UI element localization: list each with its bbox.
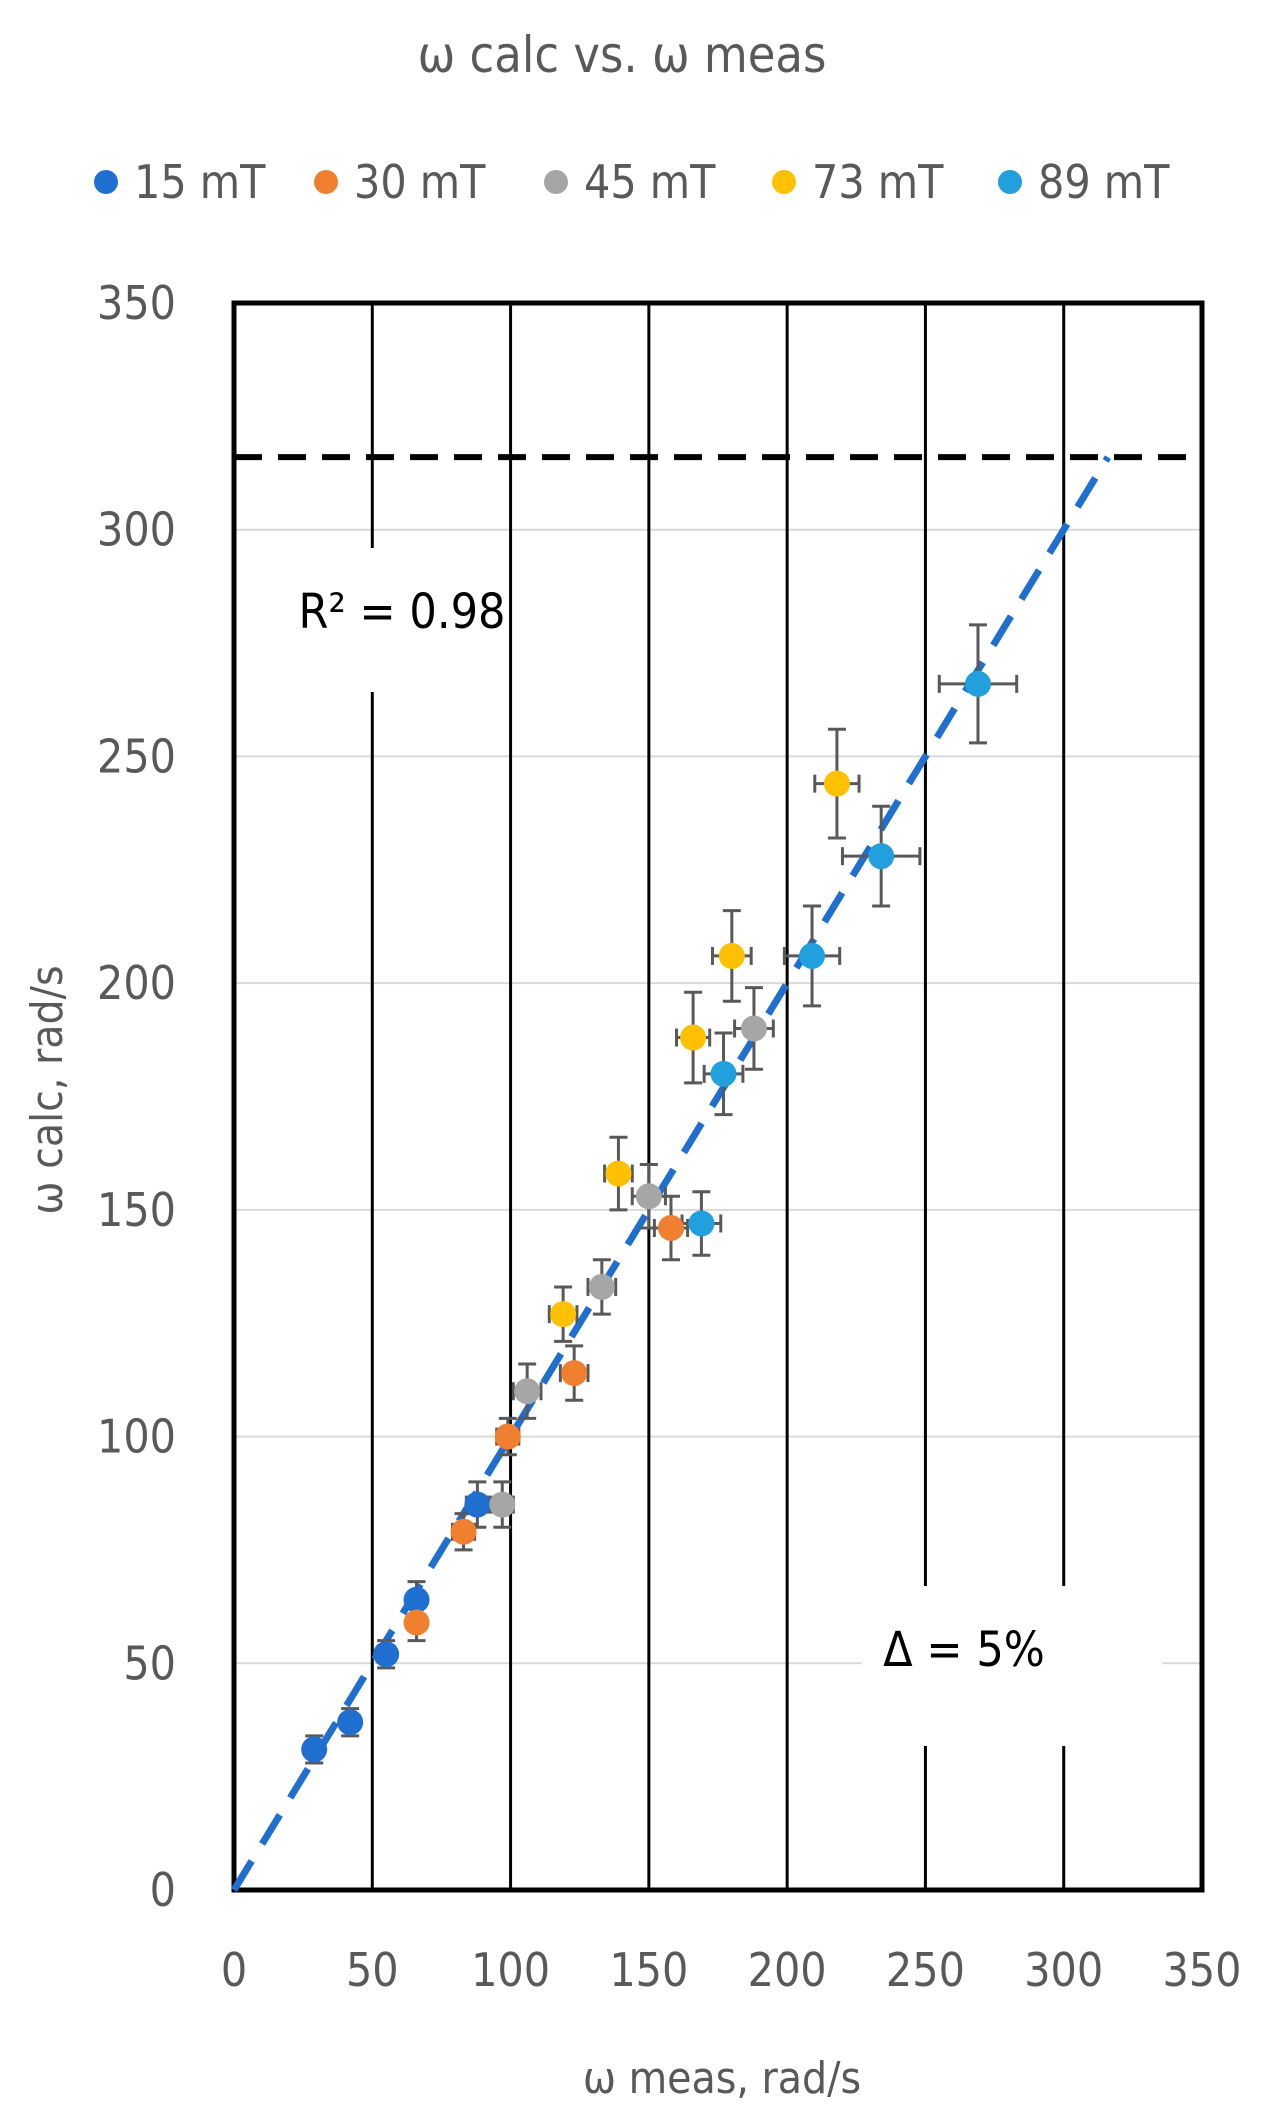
data-point: [657, 1214, 684, 1241]
legend-item: 73 mT: [772, 155, 944, 209]
data-points: [301, 670, 991, 1763]
delta-annotation: Δ = 5%: [883, 1622, 1045, 1678]
data-point: [605, 1160, 632, 1187]
data-point: [561, 1360, 588, 1387]
legend-item: 89 mT: [998, 155, 1170, 209]
x-tick-label: 100: [471, 1943, 550, 1997]
annotation-backgrounds: [298, 548, 1162, 1746]
x-tick-label: 250: [886, 1943, 965, 1997]
y-tick-label: 100: [97, 1410, 176, 1464]
legend-marker: [314, 170, 338, 194]
data-point: [403, 1609, 430, 1636]
x-tick-label: 200: [748, 1943, 827, 1997]
x-tick-label: 0: [221, 1943, 247, 1997]
y-tick-label: 0: [150, 1863, 176, 1917]
data-point: [550, 1301, 577, 1328]
data-point: [680, 1024, 707, 1051]
data-point: [823, 770, 850, 797]
legend-label: 73 mT: [812, 155, 944, 209]
data-point: [588, 1273, 615, 1300]
y-axis-label: ω calc, rad/s: [22, 965, 73, 1214]
legend-marker: [94, 170, 118, 194]
legend-marker: [772, 170, 796, 194]
x-tick-label: 300: [1024, 1943, 1103, 1997]
legend-label: 89 mT: [1038, 155, 1170, 209]
y-tick-label: 150: [97, 1183, 176, 1237]
y-tick-label: 300: [97, 503, 176, 557]
data-point: [964, 670, 991, 697]
legend: 15 mT 30 mT 45 mT 73 mT 89 mT: [94, 155, 1170, 209]
legend-marker: [998, 170, 1022, 194]
x-tick-label: 350: [1163, 1943, 1242, 1997]
data-point: [301, 1736, 328, 1763]
data-point: [373, 1641, 400, 1668]
data-point: [494, 1423, 521, 1450]
legend-label: 15 mT: [134, 155, 266, 209]
data-point: [514, 1378, 541, 1405]
y-tick-label: 50: [123, 1636, 176, 1690]
data-point: [740, 1015, 767, 1042]
data-point: [710, 1060, 737, 1087]
y-tick-labels: 0 50 100 150 200 250 300 350: [97, 276, 176, 1917]
plot-area-frame: [231, 300, 1205, 1893]
data-point: [464, 1491, 491, 1518]
y-tick-label: 350: [97, 276, 176, 330]
legend-item: 45 mT: [544, 155, 716, 209]
data-point: [688, 1210, 715, 1237]
y-tick-label: 200: [97, 956, 176, 1010]
data-point: [403, 1586, 430, 1613]
data-point: [450, 1518, 477, 1545]
delta-box: [862, 1586, 1162, 1746]
data-point: [868, 843, 895, 870]
legend-marker: [544, 170, 568, 194]
legend-label: 45 mT: [584, 155, 716, 209]
x-tick-label: 50: [346, 1943, 399, 1997]
x-tick-label: 150: [609, 1943, 688, 1997]
x-tick-labels: 0 50 100 150 200 250 300 350: [221, 1943, 1242, 1997]
x-axis-label: ω meas, rad/s: [583, 2053, 861, 2104]
legend-label: 30 mT: [354, 155, 486, 209]
legend-item: 15 mT: [94, 155, 266, 209]
y-tick-label: 250: [97, 729, 176, 783]
r-squared-box: [298, 548, 508, 692]
data-point: [635, 1183, 662, 1210]
legend-item: 30 mT: [314, 155, 486, 209]
data-point: [489, 1491, 516, 1518]
data-point: [718, 942, 745, 969]
data-point: [337, 1709, 364, 1736]
r-squared-annotation: R² = 0.98: [298, 584, 505, 640]
data-point: [799, 942, 826, 969]
chart-title: ω calc vs. ω meas: [418, 26, 827, 84]
